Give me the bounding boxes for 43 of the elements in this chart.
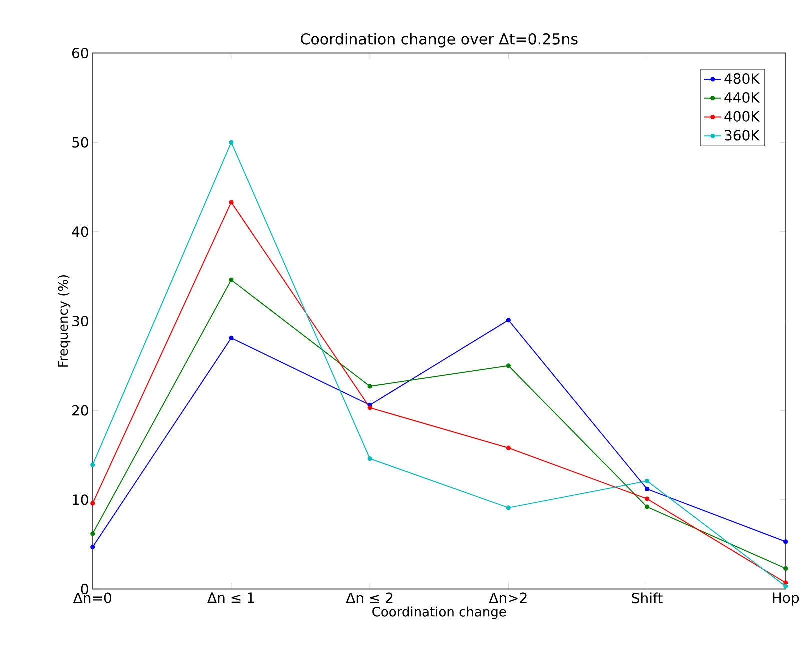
point: [644, 486, 650, 492]
point: [229, 200, 234, 205]
point: [784, 566, 788, 571]
point: [368, 456, 372, 462]
x-tick-label: Δn ≤ 1: [208, 592, 254, 603]
point: [506, 506, 511, 510]
point: [784, 540, 788, 544]
x-axis-title: Coordination change: [372, 606, 506, 620]
chart-title: Coordination change over Δt=0.25ns: [301, 33, 578, 48]
y-tick-label: 20: [72, 405, 88, 416]
legend-label: 400K: [724, 111, 760, 122]
point: [784, 584, 788, 589]
point: [90, 501, 96, 506]
legend-label: 440K: [724, 92, 760, 104]
legend-label: 360K: [725, 130, 760, 141]
point: [90, 462, 96, 468]
y-tick-label: 10: [73, 494, 88, 506]
legend-label: 480K: [724, 74, 760, 84]
x-tick-label: Δn=0: [73, 592, 112, 604]
point: [90, 544, 96, 550]
x-tick-label: Shift: [632, 592, 663, 604]
x-tick-label: Δn ≤ 2: [346, 592, 393, 604]
point: [506, 318, 511, 323]
y-tick-label: 30: [72, 316, 88, 327]
point: [229, 336, 234, 341]
point: [784, 580, 788, 586]
x-tick-label: Δn>2: [489, 592, 527, 604]
point: [229, 140, 234, 145]
y-axis-title: Frequency (%): [58, 275, 71, 367]
point: [229, 278, 234, 282]
point: [368, 384, 372, 389]
point: [506, 446, 511, 450]
point: [368, 406, 372, 410]
x-tick-label: Hop: [773, 592, 800, 606]
point: [644, 496, 650, 502]
y-tick-label: 50: [72, 137, 88, 148]
point: [90, 532, 96, 536]
y-tick-label: 40: [72, 226, 88, 238]
point: [506, 364, 511, 368]
point: [644, 504, 650, 510]
y-tick-label: 0: [81, 584, 88, 595]
y-tick-label: 60: [72, 48, 88, 59]
point: [644, 478, 650, 484]
